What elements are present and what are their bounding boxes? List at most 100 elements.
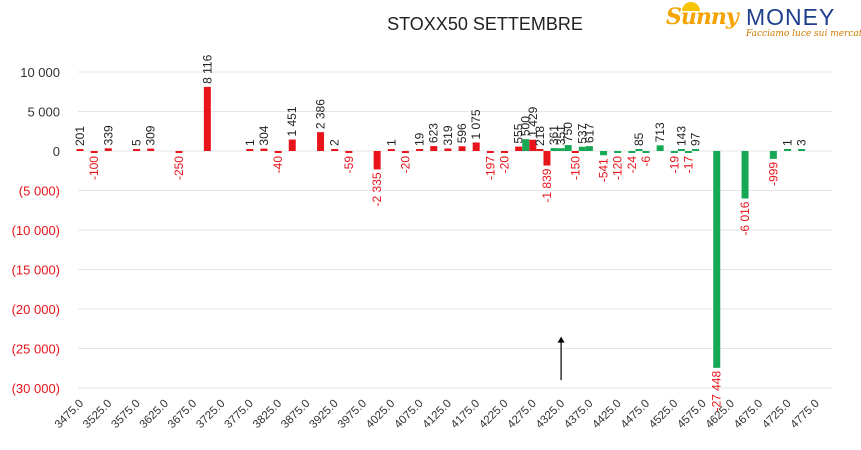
x-tick-label: 3675.0 [166, 398, 199, 431]
x-tick-label: 4375.0 [562, 398, 595, 431]
bar [90, 151, 98, 153]
x-tick-label: 4525.0 [647, 398, 680, 431]
bar [401, 151, 409, 153]
data-label: 750 [561, 122, 575, 142]
data-label: 3 [795, 139, 809, 146]
bar [317, 132, 325, 151]
bar [564, 145, 572, 151]
x-tick-label: 3525.0 [81, 398, 114, 431]
bar [543, 151, 551, 166]
y-tick-label: (30 000) [12, 381, 60, 396]
x-tick-label: 3625.0 [138, 398, 171, 431]
data-label: -6 [639, 156, 653, 167]
data-label: 1 451 [285, 106, 299, 136]
bar [550, 148, 558, 151]
bar [713, 151, 721, 368]
bar [677, 149, 685, 151]
x-tick-label: 3825.0 [251, 398, 284, 431]
bar [614, 151, 622, 153]
bar [104, 148, 112, 151]
bar [387, 149, 395, 151]
x-tick-label: 3925.0 [307, 398, 340, 431]
bar [784, 149, 791, 151]
x-tick-label: 4775.0 [789, 398, 822, 431]
data-label: 1 [243, 139, 257, 146]
data-label: 218 [533, 126, 547, 146]
bar [246, 149, 254, 151]
bar [133, 149, 141, 151]
y-tick-label: (10 000) [12, 223, 60, 238]
data-label: 19 [413, 132, 427, 146]
data-label: -1 839 [540, 168, 554, 202]
data-label: 623 [427, 123, 441, 143]
logo-money-text: MONEY [746, 4, 836, 30]
bar [444, 148, 452, 151]
x-tick-label: 4125.0 [421, 398, 454, 431]
bar [741, 151, 749, 199]
bar [472, 142, 480, 151]
y-tick-label: 0 [53, 144, 60, 159]
data-label: 85 [632, 132, 646, 146]
bar [692, 149, 700, 151]
data-label: 309 [144, 125, 158, 145]
data-label: -59 [342, 156, 356, 174]
data-label: -999 [766, 162, 780, 186]
data-label: 8 116 [200, 54, 214, 83]
x-tick-label: 3775.0 [223, 398, 256, 431]
bar [331, 149, 339, 151]
data-label: 97 [689, 132, 703, 146]
sun-icon [682, 2, 700, 11]
bar [557, 148, 565, 151]
data-label: 201 [73, 126, 87, 146]
x-tick-label: 4175.0 [449, 398, 482, 431]
y-tick-label: 5 000 [27, 105, 60, 120]
data-label: 596 [455, 123, 469, 143]
bar [628, 151, 636, 153]
bar [76, 149, 84, 151]
data-label: -250 [172, 156, 186, 180]
x-tick-label: 4475.0 [619, 398, 652, 431]
data-label: 351 [554, 125, 568, 145]
data-label: -541 [597, 158, 611, 182]
bar [536, 149, 544, 151]
bar [769, 151, 777, 159]
arrow-head-icon [557, 336, 565, 343]
x-tick-label: 3725.0 [194, 398, 227, 431]
x-tick-label: 3475.0 [53, 398, 86, 431]
data-label: 713 [653, 122, 667, 142]
data-label: 537 [575, 123, 589, 143]
bar [515, 146, 523, 151]
data-label: 1 075 [469, 109, 483, 139]
y-tick-label: (5 000) [19, 184, 60, 199]
y-tick-label: (25 000) [12, 342, 60, 357]
x-tick-label: 4575.0 [675, 398, 708, 431]
x-tick-label: 4275.0 [506, 398, 539, 431]
data-label: -17 [681, 156, 695, 174]
data-label: 555 [512, 123, 526, 143]
data-label: 2 386 [314, 99, 328, 129]
bar [345, 151, 353, 153]
x-tick-label: 3975.0 [336, 398, 369, 431]
x-tick-label: 4075.0 [392, 398, 425, 431]
x-tick-label: 4025.0 [364, 398, 397, 431]
x-tick-label: 4675.0 [732, 398, 765, 431]
bar [288, 139, 296, 151]
data-label: 361 [547, 125, 561, 145]
data-label: -2 335 [370, 172, 384, 206]
data-label: 143 [674, 126, 688, 146]
x-tick-label: 4225.0 [477, 398, 510, 431]
x-tick-label: 4425.0 [590, 398, 623, 431]
bar [416, 149, 424, 151]
bar [670, 151, 678, 153]
x-tick-label: 4725.0 [760, 398, 793, 431]
data-label: 339 [101, 125, 115, 145]
bar [684, 151, 692, 153]
bar [274, 151, 282, 153]
chart-title: STOXX50 SETTEMBRE [387, 14, 583, 34]
bar [175, 151, 183, 153]
bar [578, 146, 586, 151]
data-label: -24 [625, 156, 639, 174]
data-label: 319 [441, 125, 455, 145]
bar [260, 148, 268, 151]
data-label: 617 [582, 123, 596, 143]
